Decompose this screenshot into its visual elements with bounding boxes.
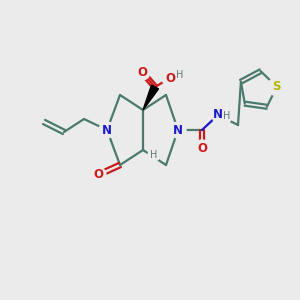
Circle shape (134, 64, 150, 80)
Circle shape (148, 149, 160, 161)
Circle shape (162, 70, 178, 86)
Text: N: N (102, 124, 112, 136)
Polygon shape (143, 85, 158, 110)
Text: O: O (165, 71, 175, 85)
Circle shape (90, 167, 106, 183)
Circle shape (194, 140, 210, 156)
Circle shape (170, 122, 186, 138)
Text: N: N (173, 124, 183, 136)
Text: H: H (150, 150, 158, 160)
Text: H: H (176, 70, 184, 80)
Text: N: N (213, 109, 223, 122)
Text: O: O (197, 142, 207, 154)
Text: H: H (223, 111, 231, 121)
Circle shape (212, 105, 232, 125)
Text: O: O (93, 169, 103, 182)
Circle shape (268, 78, 286, 96)
Text: O: O (137, 65, 147, 79)
Circle shape (99, 122, 115, 138)
Text: S: S (272, 80, 281, 93)
